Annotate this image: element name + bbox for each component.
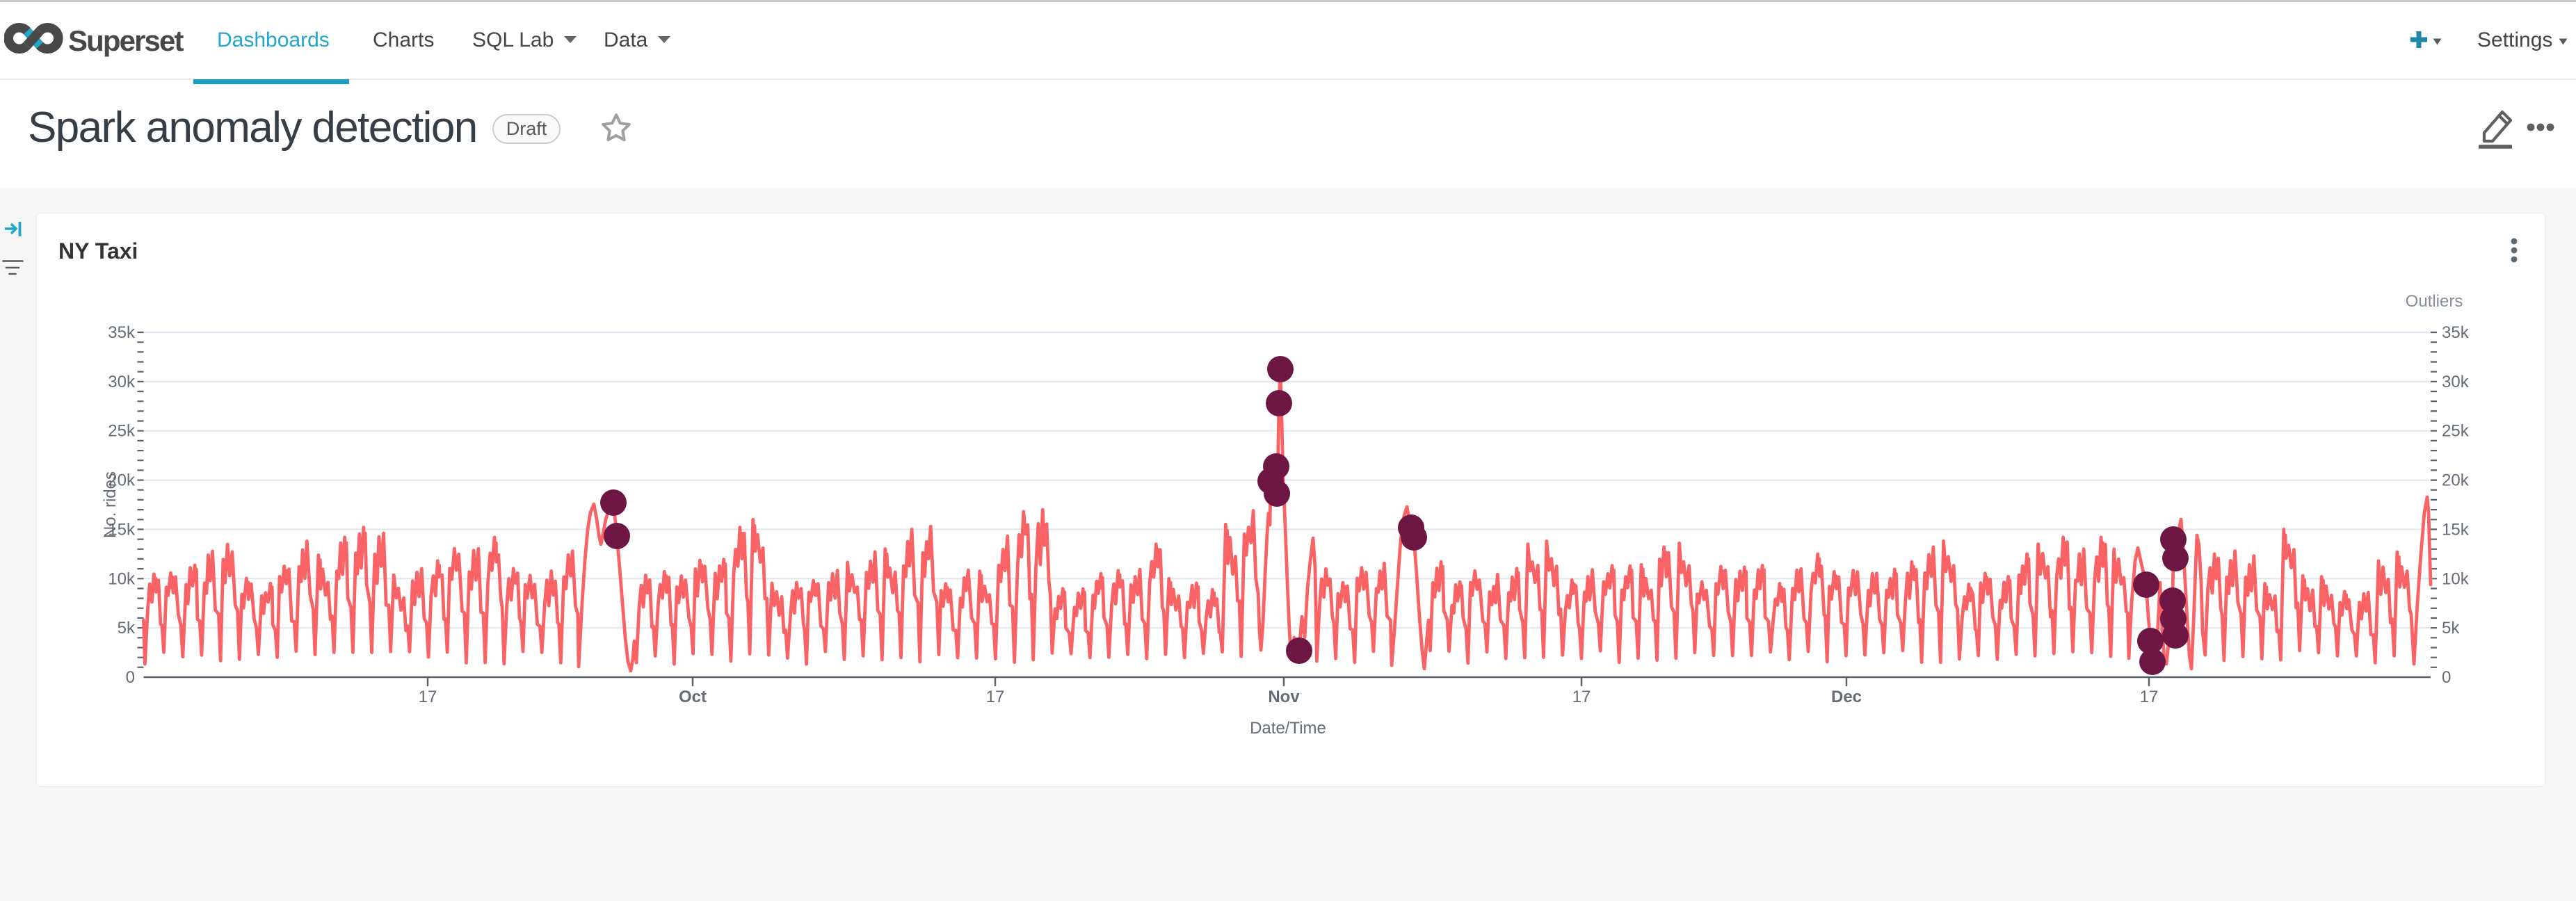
svg-text:10k: 10k xyxy=(108,569,136,588)
svg-text:5k: 5k xyxy=(2442,619,2460,638)
svg-text:15k: 15k xyxy=(108,520,136,539)
svg-text:30k: 30k xyxy=(2442,373,2470,391)
svg-text:10k: 10k xyxy=(2442,569,2470,588)
svg-text:15k: 15k xyxy=(2442,520,2470,539)
svg-text:25k: 25k xyxy=(108,422,136,441)
svg-text:0: 0 xyxy=(2442,668,2451,687)
svg-text:Date/Time: Date/Time xyxy=(1250,719,1326,738)
svg-text:No. rides: No. rides xyxy=(101,471,120,538)
svg-text:20k: 20k xyxy=(108,471,136,490)
svg-text:17: 17 xyxy=(2140,688,2159,706)
svg-text:25k: 25k xyxy=(2442,422,2470,441)
svg-text:17: 17 xyxy=(419,688,437,706)
svg-text:35k: 35k xyxy=(2442,323,2470,342)
svg-text:Outliers: Outliers xyxy=(2406,292,2463,311)
svg-text:35k: 35k xyxy=(108,323,136,342)
svg-text:Nov: Nov xyxy=(1268,688,1300,706)
svg-text:Dec: Dec xyxy=(1831,688,1862,706)
svg-text:17: 17 xyxy=(1572,688,1591,706)
svg-text:5k: 5k xyxy=(118,619,136,638)
svg-text:Oct: Oct xyxy=(679,688,707,706)
svg-text:0: 0 xyxy=(126,668,135,687)
svg-text:20k: 20k xyxy=(2442,471,2470,490)
svg-text:17: 17 xyxy=(986,688,1005,706)
svg-text:30k: 30k xyxy=(108,373,136,391)
